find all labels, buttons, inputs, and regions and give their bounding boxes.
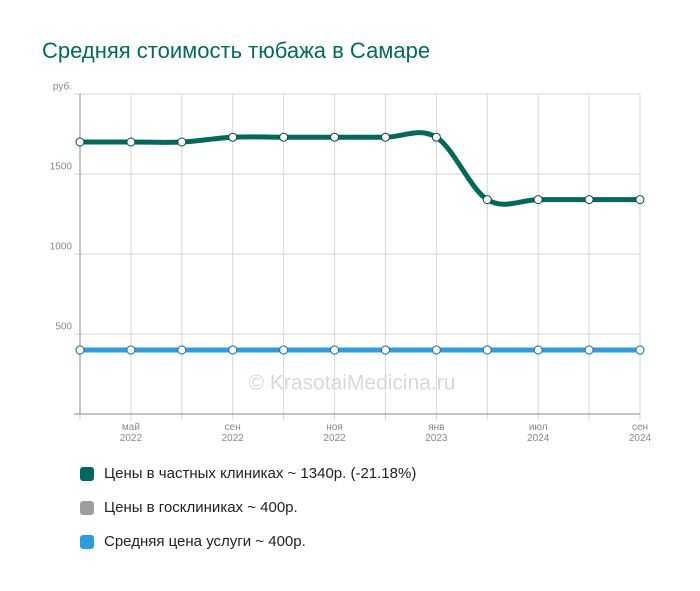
legend-label: Цены в частных клиниках ~ 1340р. (-21.18…: [104, 465, 416, 482]
data-point: [533, 345, 543, 355]
x-tick-label: янв 2023: [425, 422, 448, 444]
data-point: [584, 195, 594, 205]
series-line: [77, 130, 643, 207]
data-point: [635, 345, 645, 355]
data-point: [584, 345, 594, 355]
x-tick-label: сен 2024: [629, 422, 652, 444]
legend-swatch: [80, 467, 94, 481]
x-tick-label: июл 2024: [527, 422, 550, 444]
data-point: [533, 195, 543, 205]
y-tick-label: 500: [55, 322, 72, 333]
chart-title: Средняя стоимость тюбажа в Самаре: [42, 38, 430, 63]
data-point: [380, 345, 390, 355]
watermark: © KrasotaiMedicina.ru: [249, 372, 456, 395]
data-point: [635, 195, 645, 205]
data-point: [75, 345, 85, 355]
legend-swatch: [80, 501, 94, 515]
data-point: [228, 132, 238, 142]
data-point: [330, 345, 340, 355]
data-point: [431, 132, 441, 142]
data-point: [482, 195, 492, 205]
data-point: [126, 137, 136, 147]
data-point: [177, 345, 187, 355]
data-point: [330, 132, 340, 142]
data-point: [380, 132, 390, 142]
legend-swatch: [80, 535, 94, 549]
x-tick-label: ноя 2022: [323, 422, 346, 444]
legend-label: Цены в госклиниках ~ 400р.: [104, 499, 298, 516]
y-tick-label: 1500: [50, 162, 73, 173]
data-point: [177, 137, 187, 147]
data-point: [228, 345, 238, 355]
x-tick-label: май 2022: [120, 422, 143, 444]
legend-label: Средняя цена услуги ~ 400р.: [104, 533, 306, 550]
data-point: [431, 345, 441, 355]
data-point: [126, 345, 136, 355]
x-tick-label: сен 2022: [222, 422, 245, 444]
data-point: [75, 137, 85, 147]
data-point: [279, 132, 289, 142]
data-point: [279, 345, 289, 355]
y-tick-label: руб.: [53, 81, 72, 93]
data-point: [482, 345, 492, 355]
y-tick-label: 1000: [50, 242, 73, 253]
